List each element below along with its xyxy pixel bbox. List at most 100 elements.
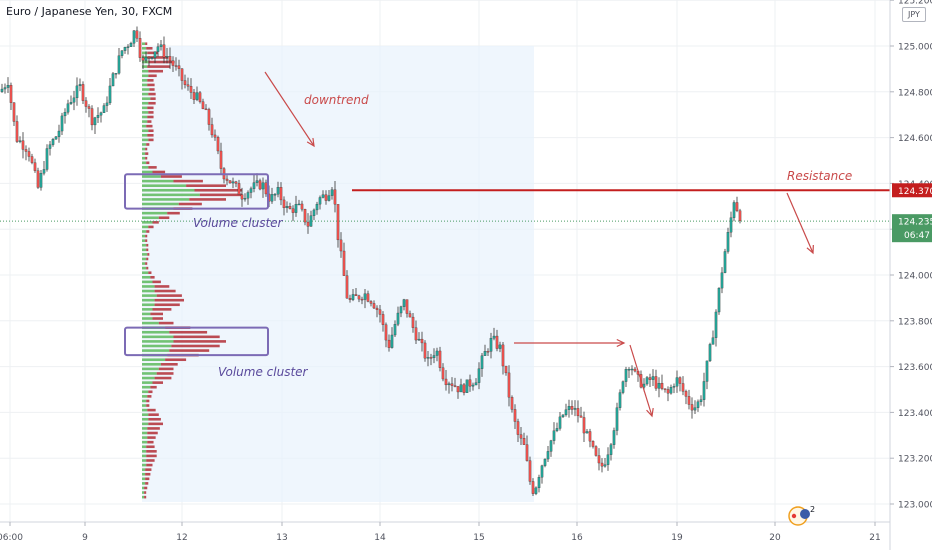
volume-bar-up (142, 225, 149, 229)
candle-body (420, 338, 424, 344)
volume-bar-up (142, 436, 148, 439)
price-axis[interactable]: 123.000 123.200 123.400 123.600 123.800 124.0… (889, 0, 932, 550)
volume-bar-up (142, 482, 146, 485)
volume-bar-up (142, 221, 153, 224)
resistance-price-tag: 124.370 (892, 183, 932, 198)
volume-bar-up (142, 147, 146, 151)
candle-body (321, 194, 325, 198)
candle-body (705, 360, 709, 382)
candle-body (429, 357, 433, 359)
time-tick-label: 19 (671, 533, 683, 543)
candle-body (633, 368, 637, 372)
candle-body (657, 382, 661, 389)
volume-bar-down (148, 422, 163, 426)
candle-body (720, 272, 724, 289)
volume-bar-down (147, 134, 154, 137)
candle-body (306, 221, 310, 227)
candle-body (57, 130, 61, 137)
candle-body (147, 57, 151, 59)
candlestick-series (0, 26, 742, 497)
candle-body (453, 385, 457, 387)
volume-bar-down (154, 285, 170, 288)
candle-body (393, 324, 397, 336)
candle-body (6, 85, 10, 88)
candle-body (522, 438, 526, 445)
candle-body (669, 387, 673, 394)
volume-bar-down (150, 312, 163, 316)
candle-body (576, 408, 580, 417)
candle-body (564, 409, 568, 416)
candle-body (573, 408, 577, 410)
symbol-title[interactable]: Euro / Japanese Yen, 30, FXCM (6, 5, 173, 18)
candle-body (72, 97, 76, 103)
volume-bar-down (146, 450, 157, 453)
candle-body (567, 406, 571, 410)
volume-bar-down (150, 275, 155, 279)
volume-bar-down (145, 147, 148, 151)
candle-body (351, 294, 355, 300)
candle-body (339, 239, 343, 252)
volume-bar-up (142, 427, 148, 430)
events-count-badge: 2 (810, 505, 815, 514)
candle-body (243, 198, 247, 200)
volume-bar-down (146, 46, 153, 50)
volume-bar-down (178, 202, 202, 206)
volume-bar-down (148, 129, 154, 133)
candle-body (126, 46, 130, 48)
bar-countdown-label: 06:47 (904, 231, 930, 241)
candle-body (225, 178, 229, 181)
candle-body (234, 181, 238, 184)
candle-body (441, 367, 445, 380)
candle-body (444, 378, 448, 386)
candle-body (336, 204, 340, 241)
volume-bar-down (152, 170, 166, 174)
volume-profile (142, 42, 242, 499)
candle-body (33, 162, 37, 171)
economic-events-icon[interactable]: 2 (788, 505, 815, 526)
volume-bar-down (150, 97, 156, 100)
volume-bar-down (154, 303, 180, 307)
time-tick-label: 06:00 (0, 533, 23, 543)
annotation-arrow-head (306, 137, 315, 148)
candle-body (228, 180, 232, 184)
candle-body (687, 396, 691, 405)
volume-bar-up (142, 340, 174, 343)
candle-body (102, 105, 106, 113)
candle-body (258, 180, 262, 190)
volume-bar-up (142, 92, 149, 96)
volume-bar-up (142, 134, 148, 137)
candle-body (627, 369, 631, 371)
volume-bar-up (142, 372, 157, 375)
last-price-tag: 124.235 06:47 (892, 214, 932, 243)
currency-label[interactable]: JPY (902, 7, 926, 22)
volume-bar-down (150, 385, 157, 389)
candle-body (156, 46, 160, 52)
candle-body (510, 397, 514, 410)
volume-bar-up (142, 143, 147, 146)
candle-body (87, 106, 91, 109)
volume-cluster-box-upper[interactable] (124, 173, 269, 210)
volume-bar-down (144, 486, 148, 490)
candle-body (690, 404, 694, 411)
volume-bar-down (146, 161, 150, 165)
candle-body (324, 194, 328, 201)
volume-bar-down (147, 395, 152, 398)
candle-body (405, 299, 409, 314)
volume-bar-down (152, 280, 161, 284)
candle-body (27, 151, 31, 157)
time-axis[interactable]: 06:00 9 12 13 14 15 16 19 20 21 (0, 521, 890, 543)
candle-body (261, 182, 265, 190)
volume-bar-down (145, 468, 152, 471)
candle-body (645, 377, 649, 385)
volume-bar-up (142, 308, 153, 311)
volume-bar-down (145, 42, 148, 46)
candle-body (105, 102, 109, 106)
candle-body (501, 344, 505, 367)
volume-bar-down (154, 289, 176, 293)
price-tick-label: 123.600 (898, 363, 932, 373)
candle-body (462, 384, 466, 393)
candle-body (291, 208, 295, 213)
volume-bar-down (156, 294, 182, 297)
volume-cluster-box-lower[interactable] (124, 326, 269, 357)
